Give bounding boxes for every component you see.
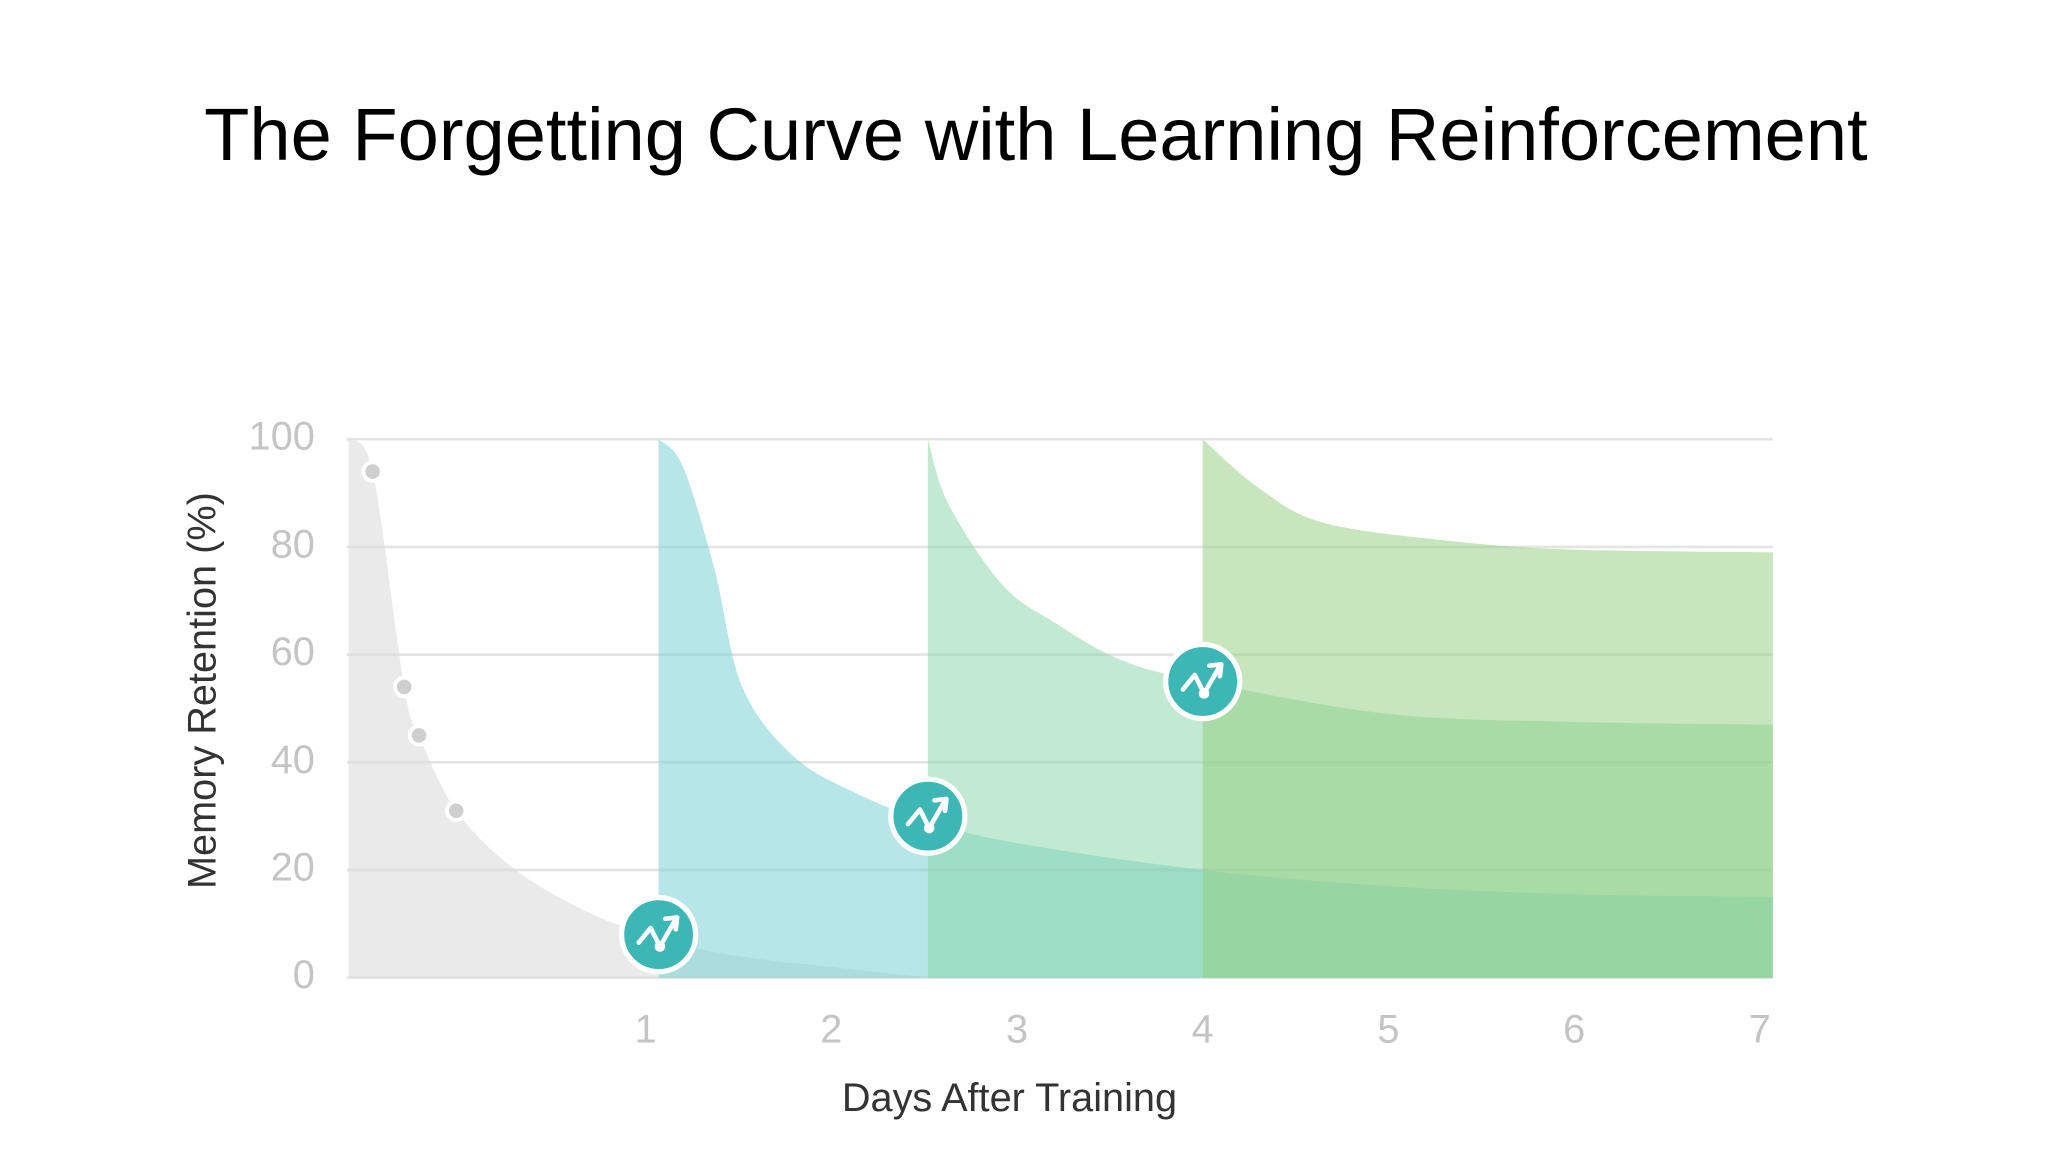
reinforcement-point xyxy=(1163,641,1243,722)
x-tick-label: 3 xyxy=(1006,1007,1028,1051)
y-tick-label: 60 xyxy=(271,630,315,674)
icon-arrow xyxy=(662,915,680,932)
icon-line xyxy=(905,800,947,831)
x-tick-label: 7 xyxy=(1749,1007,1771,1051)
icon-arrow xyxy=(1207,662,1224,679)
x-tick-label: 4 xyxy=(1192,1007,1214,1051)
data-point xyxy=(444,799,468,823)
x-tick-label: 6 xyxy=(1563,1007,1585,1051)
y-tick-label: 0 xyxy=(293,953,315,997)
icon-dot xyxy=(1198,688,1210,699)
icon-dot xyxy=(654,941,666,952)
data-point xyxy=(392,675,416,699)
x-tick-label: 2 xyxy=(820,1007,842,1051)
y-axis-label: Memory Retention (%) xyxy=(181,492,225,889)
reinforcement-icon xyxy=(905,796,949,834)
chart-title: The Forgetting Curve with Learning Reinf… xyxy=(204,93,1868,176)
data-point xyxy=(407,724,431,747)
y-tick-label: 80 xyxy=(271,522,315,566)
reinforcement-point xyxy=(888,776,968,856)
x-tick-label: 1 xyxy=(635,1007,657,1051)
reinforcement-point xyxy=(618,894,699,975)
reinforcement-icon xyxy=(1180,662,1224,699)
icon-line xyxy=(636,919,677,949)
data-point xyxy=(361,460,384,483)
marks xyxy=(361,460,1243,975)
icon-dot xyxy=(923,822,935,834)
area xyxy=(348,439,928,978)
x-tick-label: 5 xyxy=(1377,1007,1399,1051)
y-tick-label: 40 xyxy=(271,738,315,782)
icon-line xyxy=(1180,665,1221,696)
areas xyxy=(348,439,1773,978)
y-tick-label: 20 xyxy=(271,845,315,889)
y-tick-label: 100 xyxy=(249,415,315,459)
x-axis-label: Days After Training xyxy=(842,1076,1177,1120)
area xyxy=(1202,439,1773,978)
reinforcement-icon xyxy=(636,915,680,952)
icon-arrow xyxy=(932,796,949,814)
